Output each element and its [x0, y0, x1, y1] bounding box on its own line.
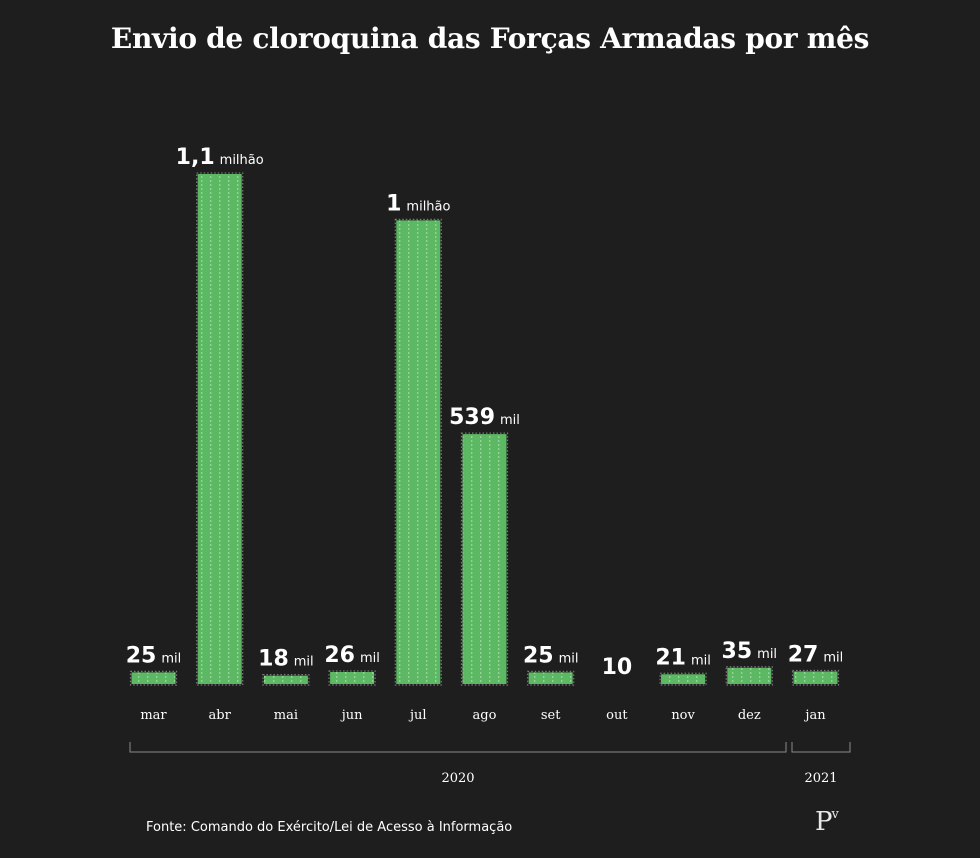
value-label-mai: 18 mil — [258, 647, 314, 672]
bar-texture — [396, 220, 441, 684]
value-number: 539 — [449, 405, 495, 430]
value-number: 27 — [788, 642, 819, 667]
category-labels-layer: mar abr mai jun jul ago set out nov dez jan — [140, 708, 826, 723]
bar-texture — [462, 434, 507, 684]
value-unit: mil — [757, 647, 777, 662]
bar-outline — [527, 670, 575, 686]
value-number: 25 — [523, 643, 554, 668]
year-label: 2020 — [441, 771, 474, 786]
value-unit: mil — [823, 650, 843, 665]
category-label-jul: jul — [408, 708, 427, 723]
value-number: 18 — [258, 647, 289, 672]
value-labels-layer: 25 mil 1,1 milhão 18 mil 26 mil 1 milhão 539 mil 25 m… — [126, 145, 844, 680]
value-number: 21 — [655, 645, 686, 670]
bar-nov — [659, 672, 707, 686]
value-number: 1 — [386, 191, 401, 216]
category-label-abr: abr — [209, 708, 232, 723]
bar-mar — [129, 670, 178, 686]
bar-mai — [262, 674, 310, 686]
category-label-nov: nov — [671, 708, 695, 723]
value-label-abr: 1,1 milhão — [176, 145, 264, 170]
year-brackets-layer: 2020 2021 — [129, 742, 851, 786]
bar-jun — [328, 670, 376, 686]
category-label-dez: dez — [738, 708, 761, 723]
category-label-set: set — [541, 708, 561, 723]
bar-texture — [131, 672, 176, 684]
year-bracket-2020: 2020 — [129, 742, 787, 786]
publisher-logo: Pv — [815, 808, 839, 835]
bar-texture — [528, 672, 573, 684]
year-label: 2021 — [804, 771, 837, 786]
value-label-jan: 27 mil — [788, 642, 844, 667]
chart-title: Envio de cloroquina das Forças Armadas p… — [110, 22, 870, 55]
bar-abr — [196, 172, 244, 686]
category-label-out: out — [606, 708, 628, 723]
bar-texture — [263, 675, 308, 684]
bar-outline — [791, 669, 840, 686]
bar-texture — [330, 671, 375, 684]
bracket-line — [129, 742, 787, 753]
value-unit: mil — [161, 651, 181, 666]
value-number: 1,1 — [176, 145, 215, 170]
category-label-jun: jun — [340, 708, 363, 723]
bar-outline — [460, 432, 509, 686]
bar-jan — [791, 669, 840, 686]
bar-texture — [793, 671, 838, 684]
value-label-mar: 25 mil — [126, 643, 182, 668]
bar-outline — [196, 172, 244, 686]
bar-jul — [394, 218, 442, 686]
bar-outline — [659, 672, 707, 686]
bar-texture — [727, 667, 772, 684]
bar-outline — [328, 670, 376, 686]
value-unit: mil — [691, 653, 711, 668]
value-unit: mil — [294, 655, 314, 670]
value-label-nov: 21 mil — [655, 645, 711, 670]
value-number: 35 — [722, 639, 753, 664]
bar-ago — [460, 432, 509, 686]
value-unit: mil — [360, 651, 380, 666]
value-unit: mil — [500, 413, 520, 428]
category-label-jan: jan — [803, 708, 826, 723]
value-unit: mil — [559, 651, 579, 666]
value-label-ago: 539 mil — [449, 405, 520, 430]
value-label-out: 10 — [602, 655, 633, 680]
bar-set — [527, 670, 575, 686]
bar-outline — [129, 670, 178, 686]
bar-texture — [197, 174, 242, 684]
bracket-line — [791, 742, 851, 753]
value-number: 25 — [126, 643, 157, 668]
value-unit: milhão — [220, 153, 264, 168]
bars-layer — [129, 172, 840, 686]
year-bracket-2021: 2021 — [791, 742, 851, 786]
value-label-jul: 1 milhão — [386, 191, 450, 216]
logo-sup: v — [831, 807, 839, 822]
bar-outline — [725, 666, 773, 686]
value-label-set: 25 mil — [523, 643, 579, 668]
source-note: Fonte: Comando do Exército/Lei de Acesso… — [146, 820, 513, 835]
value-label-dez: 35 mil — [722, 639, 778, 664]
bar-texture — [661, 674, 706, 684]
value-number: 26 — [324, 643, 355, 668]
logo-main: P — [815, 807, 833, 837]
category-label-ago: ago — [473, 708, 497, 723]
value-number: 10 — [602, 655, 633, 680]
category-label-mar: mar — [140, 708, 167, 723]
bar-dez — [725, 666, 773, 686]
category-label-mai: mai — [274, 708, 298, 723]
value-unit: milhão — [406, 199, 450, 214]
value-label-jun: 26 mil — [324, 643, 380, 668]
